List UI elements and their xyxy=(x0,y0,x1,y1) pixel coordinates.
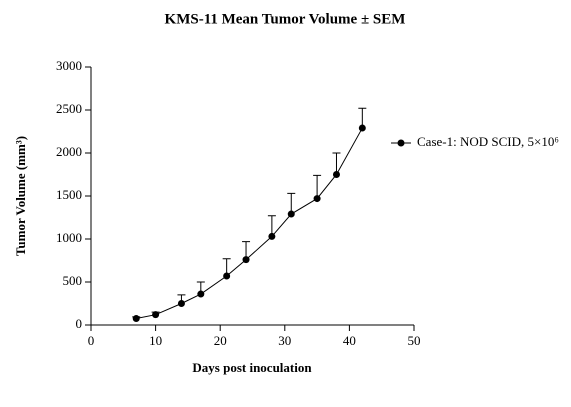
chart-title: KMS-11 Mean Tumor Volume ± SEM xyxy=(165,11,406,27)
data-point xyxy=(152,311,160,319)
data-point xyxy=(242,256,250,264)
y-tick-label: 3000 xyxy=(56,58,82,73)
legend-label: Case-1: NOD SCID, 5×10⁶ xyxy=(417,134,559,149)
x-tick-label: 30 xyxy=(278,333,291,348)
data-point xyxy=(177,300,185,307)
data-point xyxy=(197,290,205,298)
x-tick-label: 50 xyxy=(408,333,421,348)
data-point xyxy=(132,315,140,323)
y-tick-label: 2000 xyxy=(56,144,82,159)
data-point xyxy=(313,195,321,203)
y-tick-label: 1000 xyxy=(56,230,82,245)
y-tick-label: 1500 xyxy=(56,187,82,202)
data-point xyxy=(358,124,366,132)
error-bar xyxy=(332,152,341,175)
y-tick-label: 2500 xyxy=(56,101,82,116)
series-line xyxy=(136,127,363,320)
x-axis-label: Days post inoculation xyxy=(192,360,312,375)
y-axis-label: Tumor Volume (mm³) xyxy=(13,136,28,256)
x-tick-label: 0 xyxy=(88,333,95,348)
data-point xyxy=(332,171,340,178)
x-tick-label: 10 xyxy=(149,333,162,348)
error-bar xyxy=(313,174,322,199)
y-tick-label: 0 xyxy=(76,316,83,331)
legend-marker xyxy=(397,139,405,147)
data-point xyxy=(223,272,231,280)
x-tick-label: 20 xyxy=(214,333,227,348)
data-point xyxy=(287,210,295,218)
y-tick-label: 500 xyxy=(63,273,83,288)
x-tick-label: 40 xyxy=(343,333,356,348)
data-point xyxy=(268,232,276,240)
